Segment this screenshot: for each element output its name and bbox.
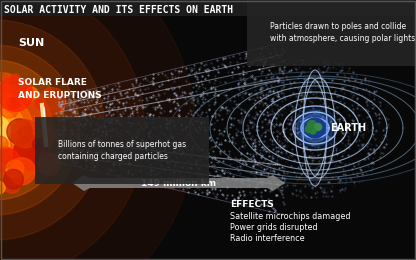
Circle shape xyxy=(7,98,19,109)
Text: Power grids disrupted: Power grids disrupted xyxy=(230,223,318,232)
Circle shape xyxy=(0,0,145,260)
Circle shape xyxy=(38,153,60,176)
Circle shape xyxy=(18,126,32,139)
Circle shape xyxy=(1,101,18,118)
Text: EFFECTS: EFFECTS xyxy=(230,200,274,209)
Text: SOLAR FLARE
AND ERUPTIONS: SOLAR FLARE AND ERUPTIONS xyxy=(18,78,102,100)
Circle shape xyxy=(0,94,1,128)
Text: Particles drawn to poles and collide
with atmosphere, causing polar lights: Particles drawn to poles and collide wit… xyxy=(270,22,415,43)
Circle shape xyxy=(2,73,11,82)
Text: SOLAR ACTIVITY AND ITS EFFECTS ON EARTH: SOLAR ACTIVITY AND ITS EFFECTS ON EARTH xyxy=(4,5,233,15)
Circle shape xyxy=(314,124,322,131)
Circle shape xyxy=(12,120,40,148)
Circle shape xyxy=(13,135,49,171)
Circle shape xyxy=(0,20,105,240)
Circle shape xyxy=(9,158,35,185)
Circle shape xyxy=(0,82,12,108)
Polygon shape xyxy=(72,175,285,191)
Circle shape xyxy=(0,77,32,111)
Circle shape xyxy=(0,72,53,188)
Circle shape xyxy=(0,100,25,160)
Text: EARTH: EARTH xyxy=(330,123,366,133)
Circle shape xyxy=(0,92,33,168)
Circle shape xyxy=(39,88,66,115)
Circle shape xyxy=(10,129,38,157)
Text: Billions of tonnes of superhot gas
containing charged particles: Billions of tonnes of superhot gas conta… xyxy=(58,140,186,161)
Circle shape xyxy=(7,119,32,144)
Circle shape xyxy=(4,177,20,193)
Circle shape xyxy=(39,152,53,166)
Circle shape xyxy=(0,45,80,215)
Circle shape xyxy=(297,110,333,146)
Circle shape xyxy=(0,0,195,260)
Circle shape xyxy=(0,108,17,152)
Text: SUN: SUN xyxy=(18,38,44,48)
Text: Satellite microchips damaged: Satellite microchips damaged xyxy=(230,212,351,221)
Circle shape xyxy=(0,181,5,194)
Circle shape xyxy=(6,160,24,178)
Circle shape xyxy=(37,126,55,145)
Circle shape xyxy=(4,169,23,189)
Circle shape xyxy=(11,99,21,109)
Circle shape xyxy=(0,149,20,173)
Text: Radio interference: Radio interference xyxy=(230,234,305,243)
Circle shape xyxy=(305,126,312,133)
Circle shape xyxy=(0,115,10,145)
Circle shape xyxy=(305,118,325,138)
Circle shape xyxy=(301,114,329,142)
Circle shape xyxy=(35,99,45,109)
Circle shape xyxy=(0,136,8,152)
Circle shape xyxy=(0,60,65,200)
FancyBboxPatch shape xyxy=(0,0,416,16)
Circle shape xyxy=(0,149,12,169)
Circle shape xyxy=(26,87,38,100)
Circle shape xyxy=(0,147,14,163)
Circle shape xyxy=(32,139,42,149)
Circle shape xyxy=(307,120,317,129)
Circle shape xyxy=(0,82,43,178)
Circle shape xyxy=(0,118,2,127)
Circle shape xyxy=(293,106,337,150)
Circle shape xyxy=(310,128,316,134)
Circle shape xyxy=(12,74,20,82)
Text: 149 million km: 149 million km xyxy=(141,179,216,187)
